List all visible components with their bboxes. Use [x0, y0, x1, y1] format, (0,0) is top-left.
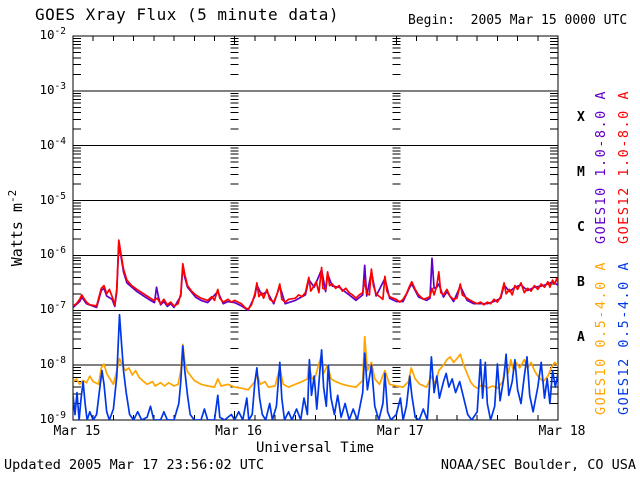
- y-axis-label-exponent: -2: [6, 189, 19, 204]
- x-axis-label: Universal Time: [255, 440, 375, 456]
- updated-timestamp: Updated 2005 Mar 17 23:56:02 UTC: [4, 457, 265, 473]
- y-axis-label: Watts m-2: [6, 190, 26, 266]
- y-axis-label-text: Watts m: [8, 203, 26, 267]
- begin-time-label: Begin: 2005 Mar 15 0000 UTC: [408, 13, 628, 28]
- series-goes10-long-line: [73, 243, 558, 312]
- series-goes12-long-line: [73, 239, 558, 311]
- chart-title: GOES Xray Flux (5 minute data): [35, 5, 339, 24]
- credit-text: NOAA/SEC Boulder, CO USA: [440, 457, 636, 473]
- series-goes12-short-line: [73, 313, 558, 420]
